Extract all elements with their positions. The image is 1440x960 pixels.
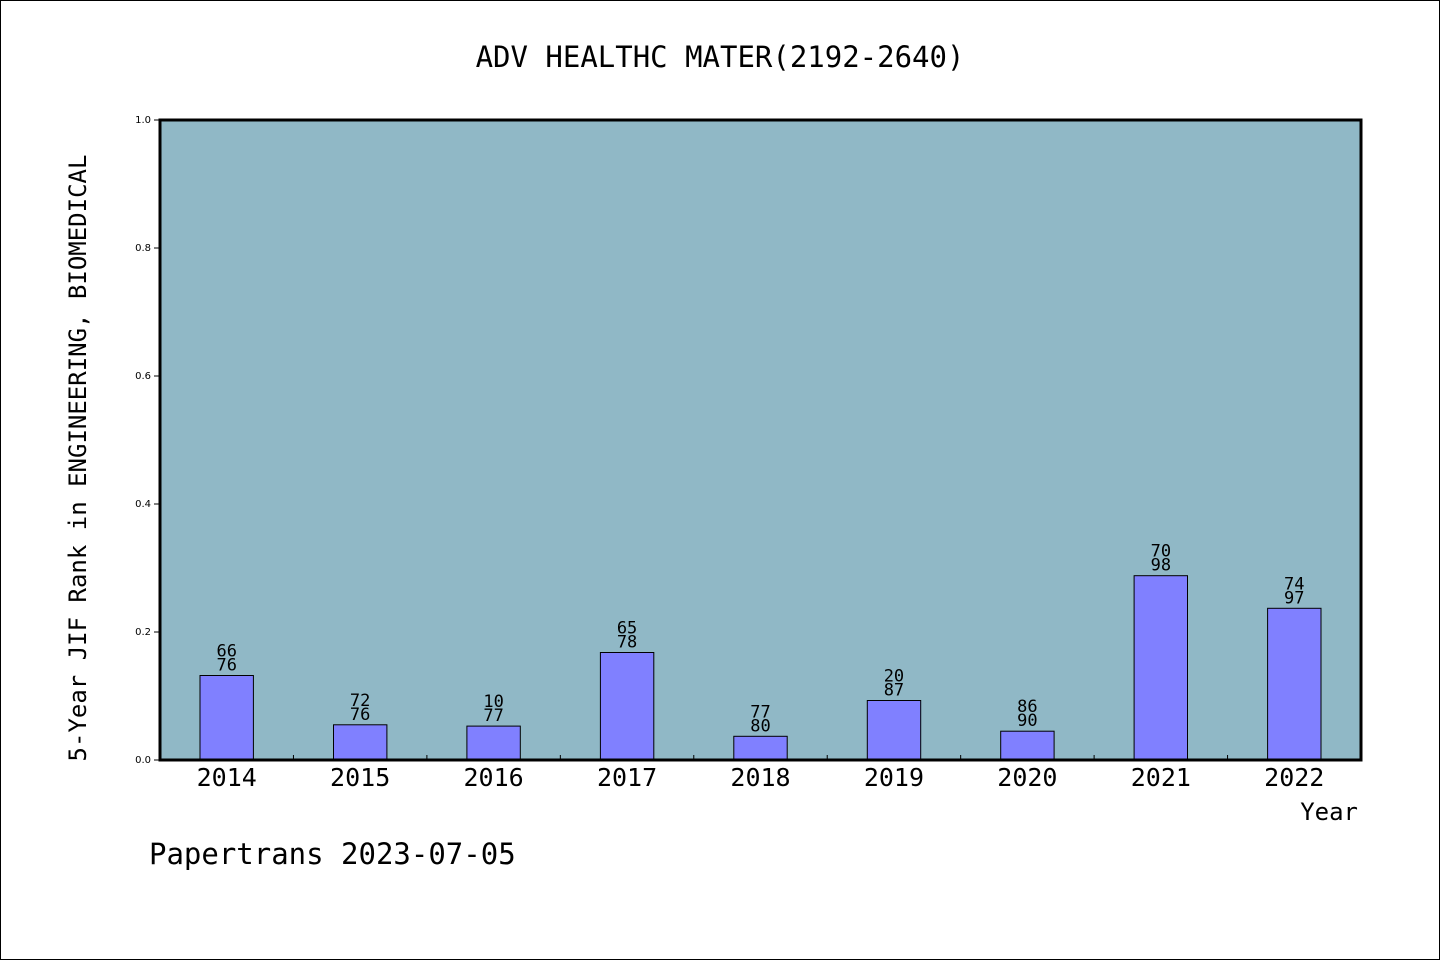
bar-label-top-2021: 70 [1151,542,1171,562]
bar-2022 [1267,607,1322,761]
bar-2018 [733,735,788,761]
x-tick-label-2020: 2020 [997,763,1057,792]
bar-label-bottom-2020: 90 [1017,711,1037,731]
plot-border [158,118,1363,762]
bar-label-top-2016: 10 [483,692,503,712]
y-tick-label-0.6: 0.6 [135,371,151,382]
x-axis-ticks: 2014 2015 2016 2017 2018 2019 2020 2021 2022 [197,755,1324,792]
bar-label-bottom-2014: 76 [216,656,236,676]
bar-label-top-2019: 20 [884,667,904,687]
bar-2019 [866,700,922,761]
y-tick-label-0.4: 0.4 [135,499,151,510]
chart-title: ADV HEALTHC MATER(2192-2640) [476,40,965,74]
y-tick-label-0.2: 0.2 [135,627,151,638]
bar-label-bottom-2018: 80 [750,716,770,736]
bar-label-bottom-2015: 76 [350,705,370,725]
bar-2015 [333,724,388,761]
x-tick-label-2016: 2016 [464,763,524,792]
bar-label-bottom-2016: 77 [483,706,503,726]
bar-label-bottom-2021: 98 [1151,556,1171,576]
bar-label-top-2017: 65 [617,619,637,639]
bar-2020 [1000,730,1055,761]
bar-2016 [466,725,521,761]
bar-label-top-2018: 77 [750,702,770,722]
x-tick-label-2014: 2014 [197,763,257,792]
bar-label-top-2020: 86 [1017,697,1037,717]
bar-2014 [199,675,254,761]
x-tick-label-2017: 2017 [597,763,657,792]
bar-label-bottom-2022: 97 [1284,588,1304,608]
bar-label-top-2014: 66 [216,642,236,662]
x-tick-label-2018: 2018 [730,763,790,792]
x-tick-label-2019: 2019 [864,763,924,792]
y-tick-label-0.0: 0.0 [135,755,151,766]
bar-label-bottom-2019: 87 [884,681,904,701]
y-tick-label-0.8: 0.8 [135,243,151,254]
x-axis-label: Year [1300,798,1358,826]
bar-2017 [599,652,655,761]
y-tick-label-1.0: 1.0 [135,115,151,126]
y-axis-ticks: 0.0 0.2 0.4 0.6 0.8 1.0 [135,115,160,766]
x-tick-label-2022: 2022 [1264,763,1324,792]
bar-label-top-2022: 74 [1284,574,1304,594]
bars-group [199,575,1322,761]
bar-label-top-2015: 72 [350,691,370,711]
bar-2021 [1133,575,1188,761]
x-tick-label-2021: 2021 [1131,763,1191,792]
footer-text: Papertrans 2023-07-05 [149,837,516,871]
y-axis-label: 5-Year JIF Rank in ENGINEERING, BIOMEDIC… [64,155,92,762]
bar-label-bottom-2017: 78 [617,633,637,653]
x-tick-label-2015: 2015 [330,763,390,792]
